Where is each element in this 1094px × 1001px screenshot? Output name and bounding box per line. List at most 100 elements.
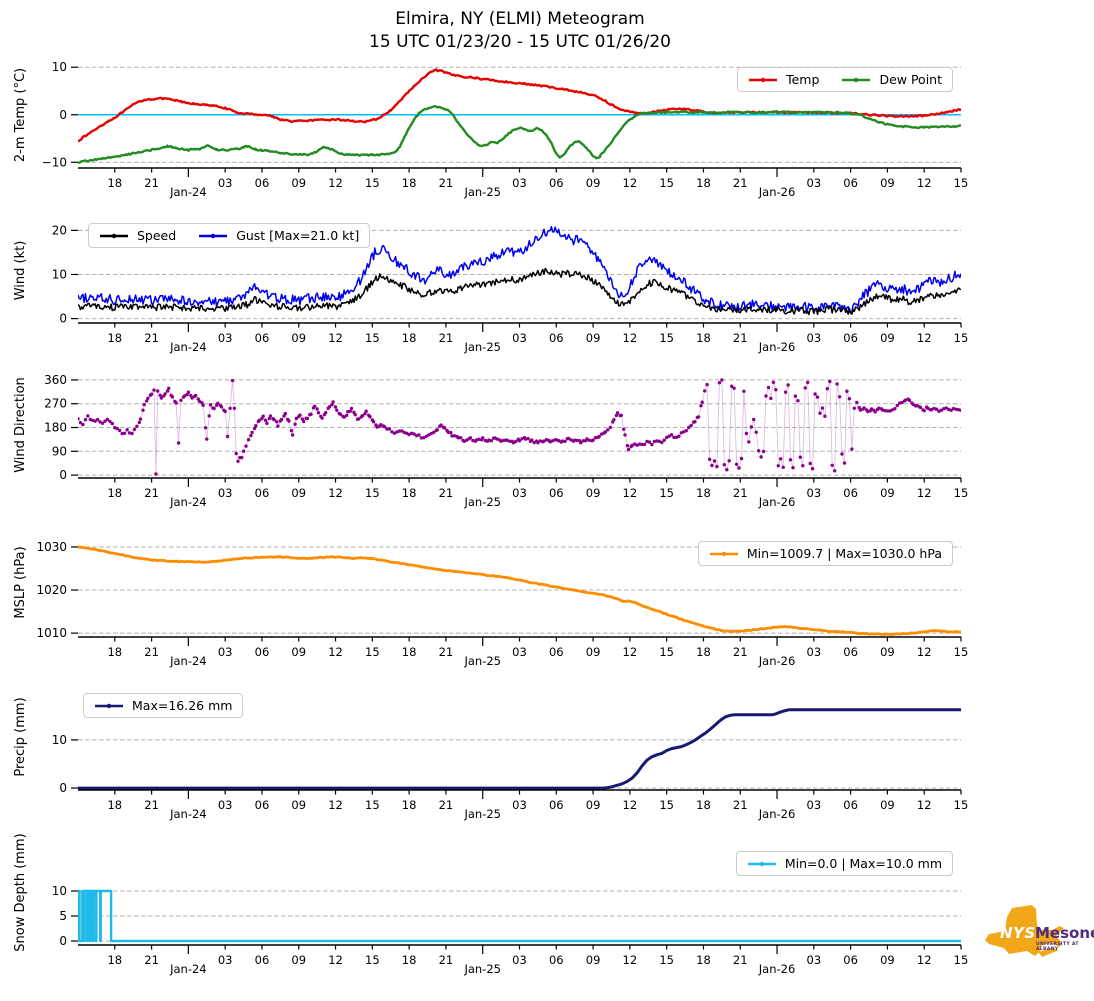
legend-item: Min=1009.7 | Max=1030.0 hPa <box>709 546 942 561</box>
x-day-label: Jan-24 <box>169 185 207 199</box>
x-tick-label: 21 <box>733 176 748 190</box>
logo-nys-text: NYS <box>1000 924 1036 942</box>
x-tick-label: 03 <box>512 645 527 659</box>
x-tick-label: 21 <box>144 486 159 500</box>
x-tick-label: 09 <box>586 645 601 659</box>
x-tick-label: 21 <box>439 645 454 659</box>
wind-direction-panel: 18 21 03 06 09 12 15 18 21 03 06 09 12 15 18 21 03 06 09 12… <box>13 373 968 509</box>
snow-depth-series-line <box>78 889 961 943</box>
x-tick-label: 03 <box>512 798 527 812</box>
precip-axis-label: Precip (mm) <box>13 697 28 776</box>
x-tick-label: 06 <box>549 953 564 967</box>
x-tick-label: 18 <box>696 953 711 967</box>
x-tick-label: 15 <box>659 645 674 659</box>
legend-item: Speed <box>99 228 176 243</box>
x-tick-label: 06 <box>843 953 858 967</box>
x-tick-label: 21 <box>144 798 159 812</box>
x-tick-label: 09 <box>880 176 895 190</box>
x-tick-label: 03 <box>807 486 822 500</box>
x-tick-label: 21 <box>144 331 159 345</box>
x-tick-label: 15 <box>659 798 674 812</box>
x-tick-label: 18 <box>402 645 417 659</box>
gust-series-line <box>78 225 961 313</box>
x-tick-label: 06 <box>255 176 270 190</box>
x-tick-label: 15 <box>365 645 380 659</box>
wind-legend: Speed Gust [Max=21.0 kt] <box>88 223 371 248</box>
x-tick-label: 15 <box>659 486 674 500</box>
ny-state-icon <box>985 905 1064 957</box>
mslp-legend: Min=1009.7 | Max=1030.0 hPa <box>697 541 953 566</box>
x-tick-label: 12 <box>917 331 932 345</box>
x-tick-label: 09 <box>291 176 306 190</box>
x-tick-label: 18 <box>402 798 417 812</box>
y-tick-label: 0 <box>59 934 67 948</box>
x-tick-label: 18 <box>402 331 417 345</box>
x-tick-label: 15 <box>954 645 969 659</box>
x-tick-label: 03 <box>807 953 822 967</box>
legend-line-sample-icon <box>100 233 128 238</box>
x-day-label: Jan-25 <box>463 962 501 976</box>
x-tick-label: 09 <box>291 953 306 967</box>
x-day-label: Jan-25 <box>463 185 501 199</box>
x-tick-label: 18 <box>402 176 417 190</box>
x-tick-label: 09 <box>291 645 306 659</box>
x-tick-label: 21 <box>439 331 454 345</box>
x-tick-label: 21 <box>439 798 454 812</box>
x-tick-label: 18 <box>107 798 122 812</box>
wind-direction-series-line <box>78 378 961 475</box>
x-tick-label: 15 <box>659 176 674 190</box>
nys-mesonet-logo: NYS Mesonet UNIVERSITY AT ALBANY <box>978 896 1094 982</box>
x-tick-label: 06 <box>549 331 564 345</box>
x-tick-label: 09 <box>291 331 306 345</box>
x-tick-label: 03 <box>807 331 822 345</box>
legend-item: Max=16.26 mm <box>94 698 232 713</box>
x-tick-label: 03 <box>218 331 233 345</box>
y-tick-label: 0 <box>59 468 67 482</box>
x-tick-label: 09 <box>586 331 601 345</box>
logo-mesonet-text: Mesonet <box>1035 924 1094 942</box>
y-tick-label: 90 <box>52 444 67 458</box>
y-tick-label: 270 <box>44 397 67 411</box>
x-tick-label: 12 <box>328 798 343 812</box>
x-day-label: Jan-24 <box>169 962 207 976</box>
y-tick-label: 0 <box>59 108 67 122</box>
x-day-label: Jan-25 <box>463 807 501 821</box>
x-tick-label: 18 <box>696 331 711 345</box>
speed-series-line <box>78 267 961 316</box>
x-tick-label: 12 <box>917 486 932 500</box>
x-tick-label: 09 <box>291 486 306 500</box>
x-day-label: Jan-24 <box>169 807 207 821</box>
y-tick-label: 1010 <box>36 626 67 640</box>
x-tick-label: 12 <box>623 798 638 812</box>
x-tick-label: 03 <box>512 486 527 500</box>
x-tick-label: 18 <box>107 486 122 500</box>
x-tick-label: 15 <box>365 798 380 812</box>
x-tick-label: 06 <box>843 331 858 345</box>
x-day-label: Jan-25 <box>463 495 501 509</box>
x-tick-label: 06 <box>549 486 564 500</box>
x-tick-label: 21 <box>733 645 748 659</box>
legend-item: Dew Point <box>841 72 942 87</box>
x-tick-label: 21 <box>439 486 454 500</box>
x-tick-label: 06 <box>549 176 564 190</box>
x-tick-label: 18 <box>696 645 711 659</box>
chart-subtitle: 15 UTC 01/23/20 - 15 UTC 01/26/20 <box>369 32 671 52</box>
x-day-label: Jan-26 <box>758 340 796 354</box>
x-tick-label: 21 <box>733 798 748 812</box>
snow-depth-legend: Min=0.0 | Max=10.0 mm <box>735 851 953 876</box>
temp-axis-label: 2-m Temp (°C) <box>13 68 28 162</box>
legend-line-sample-icon <box>747 861 776 866</box>
x-day-label: Jan-24 <box>169 654 207 668</box>
x-tick-label: 03 <box>807 645 822 659</box>
legend-item: Gust [Max=21.0 kt] <box>198 228 359 243</box>
x-tick-label: 15 <box>659 953 674 967</box>
x-tick-label: 18 <box>107 176 122 190</box>
x-tick-label: 03 <box>512 331 527 345</box>
x-tick-label: 15 <box>365 176 380 190</box>
x-tick-label: 12 <box>623 645 638 659</box>
x-tick-label: 15 <box>954 953 969 967</box>
logo-tagline-text: UNIVERSITY AT ALBANY <box>1036 942 1079 952</box>
x-tick-label: 06 <box>549 798 564 812</box>
legend-label: Min=0.0 | Max=10.0 mm <box>784 856 942 871</box>
